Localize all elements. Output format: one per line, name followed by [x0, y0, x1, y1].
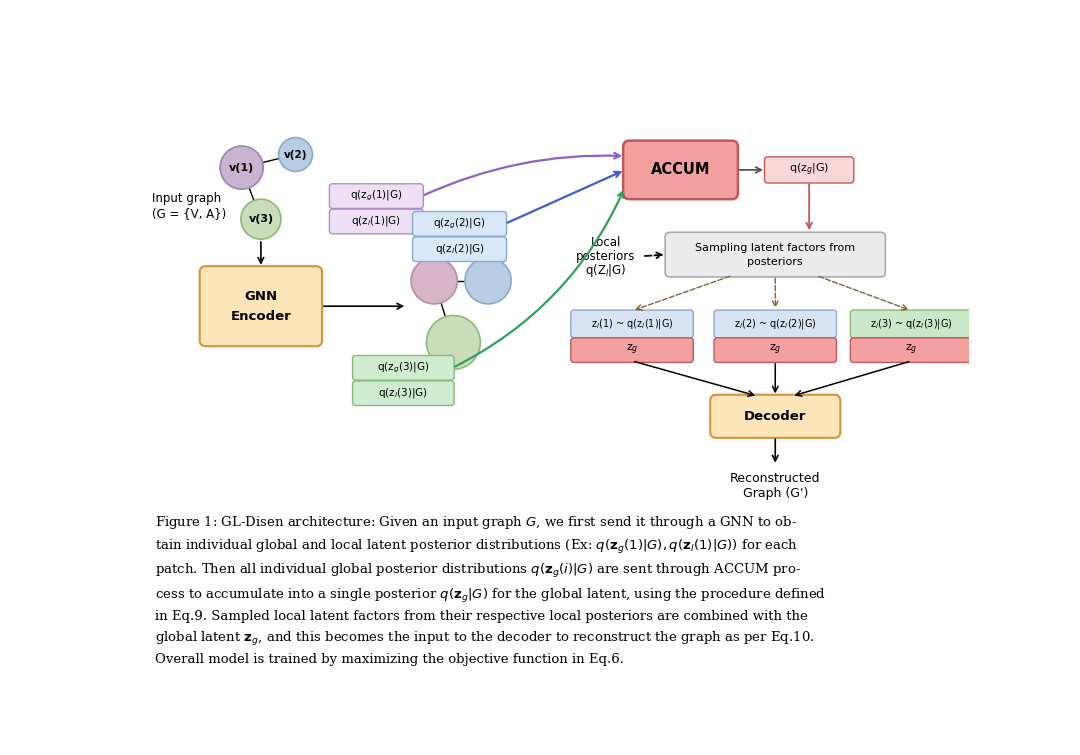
FancyBboxPatch shape: [413, 211, 507, 236]
Text: Local: Local: [591, 236, 621, 249]
FancyBboxPatch shape: [329, 209, 423, 234]
Text: Encoder: Encoder: [230, 310, 292, 323]
FancyBboxPatch shape: [714, 310, 837, 337]
Circle shape: [220, 146, 264, 190]
Text: ACCUM: ACCUM: [651, 162, 711, 177]
FancyBboxPatch shape: [200, 267, 322, 347]
Text: Sampling latent factors from: Sampling latent factors from: [696, 243, 855, 254]
Text: q(z$_g$(2)|G): q(z$_g$(2)|G): [433, 217, 486, 231]
Text: q(z$_l$(3)|G): q(z$_l$(3)|G): [378, 387, 429, 400]
Text: posteriors: posteriors: [747, 257, 804, 267]
Circle shape: [279, 137, 312, 171]
FancyBboxPatch shape: [352, 381, 455, 405]
FancyBboxPatch shape: [413, 237, 507, 261]
Circle shape: [465, 257, 511, 304]
Text: v(2): v(2): [284, 149, 308, 159]
FancyBboxPatch shape: [665, 233, 886, 277]
Circle shape: [411, 257, 457, 304]
Text: q(z$_l$(1)|G): q(z$_l$(1)|G): [351, 214, 402, 229]
FancyBboxPatch shape: [714, 337, 837, 362]
FancyBboxPatch shape: [329, 183, 423, 208]
Text: v(1): v(1): [229, 162, 254, 173]
FancyBboxPatch shape: [711, 395, 840, 438]
Text: z$_l$(1) ~ q(z$_l$(1)|G): z$_l$(1) ~ q(z$_l$(1)|G): [591, 317, 673, 331]
Text: q(z$_l$(2)|G): q(z$_l$(2)|G): [434, 242, 485, 256]
Text: q(z$_g$(1)|G): q(z$_g$(1)|G): [350, 189, 403, 203]
Text: z$_g$: z$_g$: [769, 343, 782, 357]
Text: Input graph
(G = {V, A}): Input graph (G = {V, A}): [151, 192, 226, 220]
Text: z$_g$: z$_g$: [625, 343, 638, 357]
Text: v(3): v(3): [248, 214, 273, 224]
FancyBboxPatch shape: [850, 310, 973, 337]
Text: z$_l$(3) ~ q(z$_l$(3)|G): z$_l$(3) ~ q(z$_l$(3)|G): [870, 317, 953, 331]
FancyBboxPatch shape: [850, 337, 973, 362]
Text: q(z$_g$|G): q(z$_g$|G): [789, 162, 829, 178]
Text: GNN: GNN: [244, 291, 278, 304]
FancyBboxPatch shape: [765, 157, 854, 183]
Text: z$_l$(2) ~ q(z$_l$(2)|G): z$_l$(2) ~ q(z$_l$(2)|G): [734, 317, 816, 331]
Text: Decoder: Decoder: [744, 410, 807, 423]
FancyBboxPatch shape: [571, 337, 693, 362]
Circle shape: [241, 199, 281, 239]
Circle shape: [427, 316, 481, 369]
FancyBboxPatch shape: [571, 310, 693, 337]
Text: Reconstructed
Graph (G'): Reconstructed Graph (G'): [730, 472, 821, 500]
Text: z$_g$: z$_g$: [905, 343, 918, 357]
FancyBboxPatch shape: [623, 140, 738, 199]
Text: q(Z$_l$|G): q(Z$_l$|G): [585, 261, 626, 279]
FancyBboxPatch shape: [352, 356, 455, 380]
Text: Figure 1: GL-Disen architecture: Given an input graph $G$, we first send it thro: Figure 1: GL-Disen architecture: Given a…: [154, 514, 826, 666]
Text: q(z$_g$(3)|G): q(z$_g$(3)|G): [377, 361, 430, 375]
Text: posteriors: posteriors: [576, 250, 635, 263]
